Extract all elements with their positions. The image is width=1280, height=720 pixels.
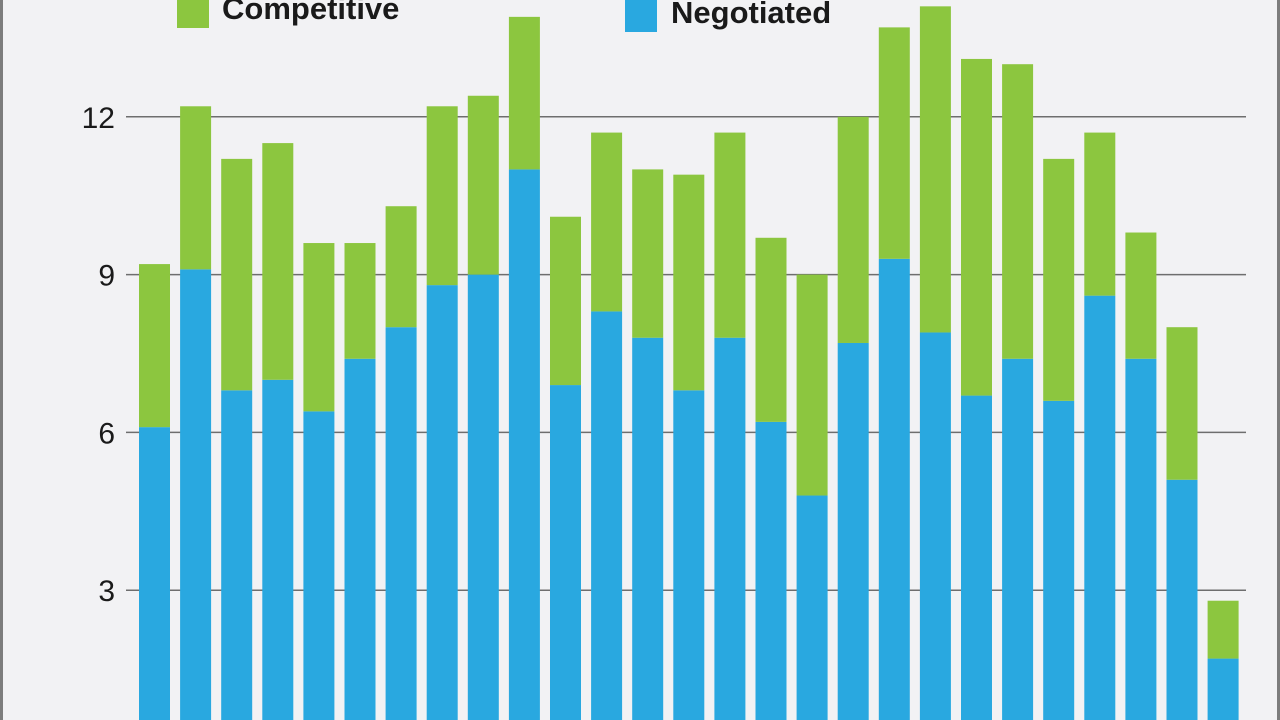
bar-negotiated-27 [1207,658,1239,720]
bar-competitive-12 [591,132,623,312]
y-tick-label-9: 9 [98,260,115,293]
bar-competitive-24 [1084,132,1116,296]
bar-negotiated-13 [632,337,664,720]
bar-competitive-8 [426,106,458,286]
bar-competitive-27 [1207,600,1239,659]
bar-negotiated-2 [180,269,212,720]
legend-swatch-competitive [177,0,209,28]
bar-negotiated-4 [262,379,294,720]
y-tick-label-3: 3 [98,575,115,608]
bar-competitive-23 [1043,158,1075,401]
bar-negotiated-20 [919,332,951,720]
bar-competitive-15 [714,132,746,338]
bar-negotiated-26 [1166,479,1198,720]
bar-competitive-16 [755,237,787,422]
bar-negotiated-11 [550,385,581,720]
y-axis-ticks: 3 6 9 12 [82,102,115,608]
bar-negotiated-3 [221,390,253,720]
legend-swatch-negotiated [625,0,657,32]
bar-competitive-5 [303,243,335,412]
bar-negotiated-9 [467,274,499,720]
bar-competitive-20 [919,6,951,333]
bar-negotiated-14 [673,390,705,720]
bar-negotiated-12 [591,311,623,720]
bar-negotiated-19 [878,258,910,720]
legend-label-negotiated: Negotiated [671,0,831,30]
bar-negotiated-15 [714,337,746,720]
y-tick-label-12: 12 [82,102,115,135]
bars [139,6,1239,720]
bar-negotiated-10 [508,169,540,720]
bar-negotiated-24 [1084,295,1116,720]
bar-negotiated-21 [961,395,992,720]
legend-label-competitive: Competitive [222,0,399,26]
bar-negotiated-5 [303,411,335,720]
legend: Competitive Negotiated [177,0,831,32]
bar-competitive-1 [139,264,170,428]
bar-negotiated-22 [1002,358,1034,720]
bar-competitive-26 [1166,327,1198,480]
bar-competitive-14 [673,174,705,391]
bar-competitive-10 [508,16,540,170]
bar-competitive-2 [180,106,212,270]
bar-negotiated-8 [426,285,458,720]
bar-competitive-6 [344,243,376,359]
bar-negotiated-16 [755,421,787,720]
bar-competitive-3 [221,158,253,391]
bar-negotiated-6 [344,358,376,720]
bar-negotiated-23 [1043,400,1075,720]
bar-negotiated-18 [837,342,869,720]
bar-competitive-4 [262,143,294,380]
bar-competitive-18 [837,116,869,343]
bar-competitive-21 [961,58,992,396]
bar-competitive-25 [1125,232,1157,359]
bar-negotiated-17 [796,495,828,720]
bar-negotiated-7 [385,327,417,720]
bar-negotiated-1 [139,427,170,720]
bar-competitive-11 [550,216,581,386]
bar-competitive-17 [796,274,828,496]
bar-competitive-7 [385,206,417,328]
bar-competitive-22 [1002,64,1034,359]
bar-competitive-19 [878,27,910,259]
y-tick-label-6: 6 [98,417,115,450]
bar-negotiated-25 [1125,358,1157,720]
stacked-bar-chart: 3 6 9 12 Competitive Negotiated [82,0,1246,720]
bar-competitive-13 [632,169,664,338]
bar-competitive-9 [467,95,499,275]
